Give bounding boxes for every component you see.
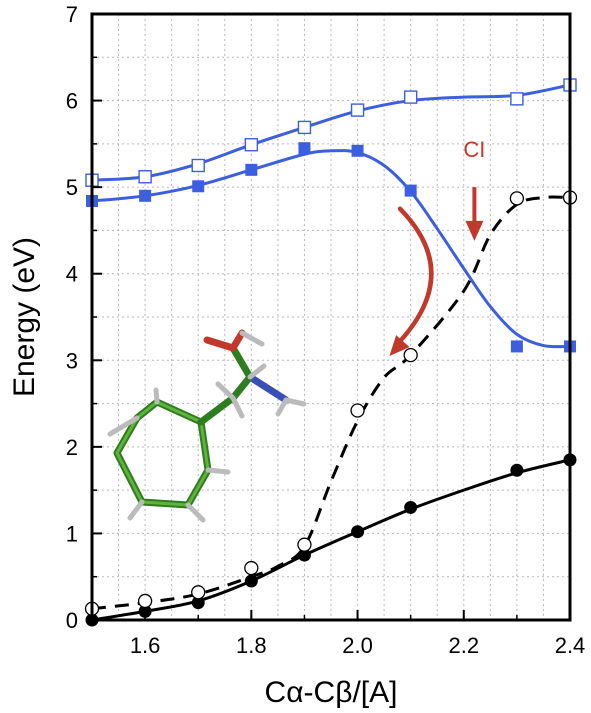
data-point	[350, 103, 365, 117]
data-point	[137, 593, 153, 609]
data-point	[297, 120, 312, 135]
data-point	[404, 184, 417, 197]
data-point	[298, 142, 311, 155]
data-point	[351, 525, 365, 539]
x-axis-label: Cα-Cβ/[A]	[265, 676, 398, 709]
x-tick-label: 1.8	[236, 633, 267, 658]
axis-ticks: 1.6 1.8 2.0 2.2 2.4 0 1 2 3 4 5 6 7	[66, 2, 586, 658]
y-tick-label: 5	[66, 175, 78, 200]
x-tick-label: 2.2	[448, 633, 479, 658]
data-point	[191, 596, 205, 610]
data-point	[244, 560, 259, 576]
data-point	[139, 189, 152, 202]
y-tick-label: 4	[66, 262, 78, 287]
x-tick-label: 2.0	[342, 633, 373, 658]
data-point	[244, 138, 259, 152]
series-curves	[91, 83, 571, 622]
data-point	[510, 340, 523, 353]
y-axis-label: Energy (eV)	[8, 237, 41, 397]
data-point	[297, 548, 311, 562]
series-line-1	[91, 458, 571, 622]
data-point	[510, 92, 524, 106]
data-point	[351, 144, 364, 157]
data-point	[191, 158, 205, 173]
data-point	[244, 574, 258, 588]
series-line-4	[91, 83, 571, 182]
y-tick-label: 3	[66, 348, 78, 373]
x-tick-label: 1.6	[130, 633, 161, 658]
data-point	[350, 403, 365, 418]
y-tick-label: 6	[66, 89, 78, 114]
grid	[92, 14, 571, 620]
series-markers	[84, 78, 578, 627]
ci-arrows	[389, 187, 484, 356]
data-point	[404, 500, 418, 514]
data-point	[510, 463, 524, 477]
ci-arrow-head	[465, 220, 484, 241]
data-point	[297, 537, 312, 552]
data-point	[191, 585, 206, 600]
molecule-structure	[107, 329, 307, 523]
data-point	[138, 170, 152, 184]
data-point	[192, 180, 205, 193]
data-point	[509, 191, 525, 206]
y-tick-label: 0	[66, 608, 78, 633]
y-tick-label: 1	[66, 521, 78, 546]
data-point	[245, 163, 258, 176]
annotations: CI	[463, 137, 485, 162]
y-tick-label: 2	[66, 435, 78, 460]
plot-frame	[90, 12, 572, 622]
ci-annotation: CI	[463, 137, 485, 162]
x-tick-label: 2.4	[555, 633, 586, 658]
y-tick-label: 7	[66, 2, 78, 27]
series-line-3	[91, 149, 571, 349]
curved-arrow-shaft	[395, 206, 434, 347]
data-point	[403, 90, 418, 104]
curved-arrow-head	[389, 335, 410, 356]
data-point	[403, 347, 418, 363]
